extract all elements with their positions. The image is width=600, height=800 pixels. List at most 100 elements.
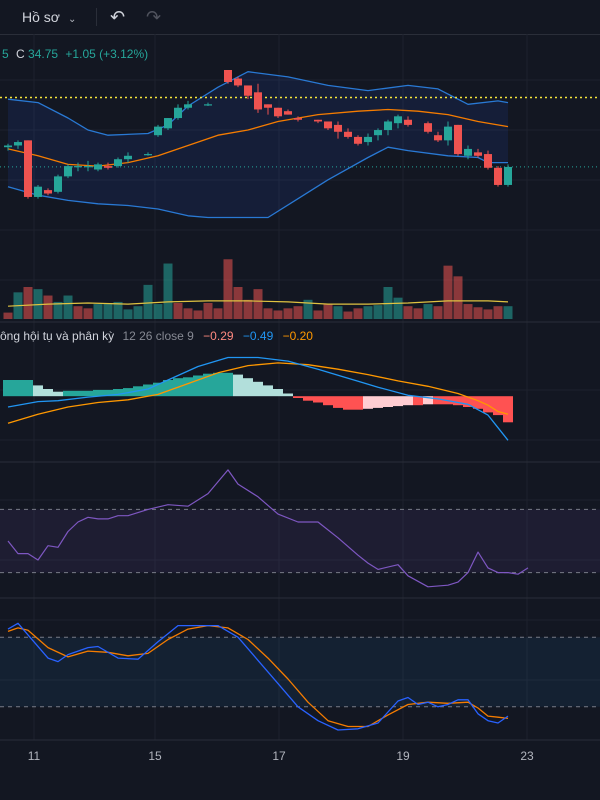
volume-bar: [173, 303, 183, 319]
macd-histogram-bar: [333, 396, 343, 408]
candle-body: [444, 126, 452, 141]
stochastic-band-fill: [0, 637, 600, 707]
undo-icon: ↶: [110, 7, 126, 27]
volume-bar: [333, 306, 343, 319]
volume-bar: [413, 308, 423, 319]
volume-bar: [323, 304, 333, 319]
macd-histogram-bar: [203, 373, 213, 397]
candle-body: [104, 166, 112, 168]
profile-label: Hồ sơ: [22, 9, 60, 25]
candle-body: [64, 166, 72, 177]
candle-body: [344, 131, 352, 137]
volume-bar: [223, 259, 233, 319]
volume-bar: [313, 310, 323, 319]
macd-histogram-bar: [13, 380, 23, 397]
candle-body: [384, 121, 392, 131]
toolbar-divider: [96, 8, 97, 26]
candle-body: [254, 92, 262, 110]
volume-bar: [63, 295, 73, 319]
volume-bar: [343, 311, 353, 319]
candle-body: [354, 136, 362, 144]
legend-change: +1.05 (+3.12%): [65, 47, 148, 61]
volume-bar: [353, 308, 363, 319]
macd-histogram-bar: [23, 380, 33, 397]
volume-bar: [143, 284, 153, 319]
candle-body: [54, 176, 62, 192]
bollinger-lower-line: [7, 146, 508, 219]
candle-body: [504, 166, 512, 185]
rsi-band-fill: [0, 509, 600, 573]
volume-bar: [423, 304, 433, 319]
candle-body: [14, 142, 22, 146]
candle-body: [244, 85, 252, 96]
redo-button[interactable]: ↷: [146, 5, 161, 29]
macd-histogram-bar: [463, 396, 473, 407]
macd-histogram-bar: [193, 375, 203, 397]
profile-button[interactable]: Hồ sơ ⌄: [22, 5, 76, 29]
macd-histogram-bar: [33, 385, 43, 397]
macd-histogram-bar: [43, 389, 53, 397]
chevron-down-icon: ⌄: [67, 14, 77, 25]
candle-body: [34, 186, 42, 197]
volume-bar: [483, 309, 493, 319]
legend-close-key: C: [16, 47, 25, 61]
macd-histogram-bar: [183, 377, 193, 397]
candle-body: [144, 154, 152, 156]
time-axis-label: 17: [272, 749, 286, 763]
macd-legend-macd: −0.49: [243, 329, 274, 343]
candle-body: [114, 159, 122, 167]
macd-histogram-bar: [343, 396, 353, 410]
candle-body: [474, 152, 482, 156]
macd-histogram-bar: [353, 396, 363, 410]
volume-bar: [373, 305, 383, 319]
macd-signal-line: [7, 362, 509, 424]
macd-histogram-bar: [453, 396, 463, 406]
volume-bar: [213, 308, 223, 319]
macd-histogram-bar: [363, 396, 373, 409]
candle-body: [184, 104, 192, 108]
candle-body: [494, 167, 502, 185]
volume-bar: [503, 306, 513, 319]
volume-bar: [203, 303, 213, 319]
macd-histogram-bar: [413, 396, 423, 406]
macd-legend-params: 12 26 close 9: [122, 329, 194, 343]
legend-close-value: 34.75: [28, 47, 58, 61]
chart-area[interactable]: 11 15 17 19 23 5 C 34.75 +1.05 (+3.12%) ông …: [0, 34, 600, 800]
candle-body: [44, 190, 52, 194]
candle-body: [374, 130, 382, 136]
candle-body: [264, 104, 272, 108]
macd-histogram-bar: [293, 396, 303, 398]
time-axis-label: 23: [520, 749, 534, 763]
macd-histogram-bar: [163, 380, 173, 397]
time-axis-label: 15: [148, 749, 162, 763]
macd-line: [7, 356, 509, 441]
undo-button[interactable]: ↶: [110, 5, 125, 29]
stochastic-k-line: [7, 622, 509, 731]
macd-pane: [3, 356, 513, 441]
macd-histogram-bar: [63, 390, 73, 397]
macd-histogram-bar: [383, 396, 393, 407]
macd-histogram-bar: [213, 372, 223, 397]
macd-histogram-bar: [283, 393, 293, 397]
candle-body: [484, 154, 492, 168]
macd-histogram-bar: [393, 396, 403, 407]
rsi-line: [7, 469, 529, 588]
volume-bar: [183, 308, 193, 319]
candle-body: [424, 123, 432, 132]
candle-body: [234, 78, 242, 86]
legend-prefix: 5: [2, 47, 9, 61]
volume-bar: [493, 306, 503, 319]
macd-histogram-bar: [223, 372, 233, 397]
macd-legend: ông hội tụ và phân kỳ 12 26 close 9 −0.2…: [0, 329, 313, 343]
candle-body: [274, 107, 282, 117]
volume-bar: [23, 287, 33, 319]
macd-legend-signal: −0.20: [283, 329, 314, 343]
candle-body: [294, 118, 302, 120]
volume-bar: [233, 287, 243, 319]
volume-bar: [263, 308, 273, 319]
macd-histogram-bar: [313, 396, 323, 403]
volume-bar: [163, 263, 173, 319]
volume-bar: [273, 310, 283, 319]
time-axis-label: 19: [396, 749, 410, 763]
candle-body: [334, 124, 342, 132]
